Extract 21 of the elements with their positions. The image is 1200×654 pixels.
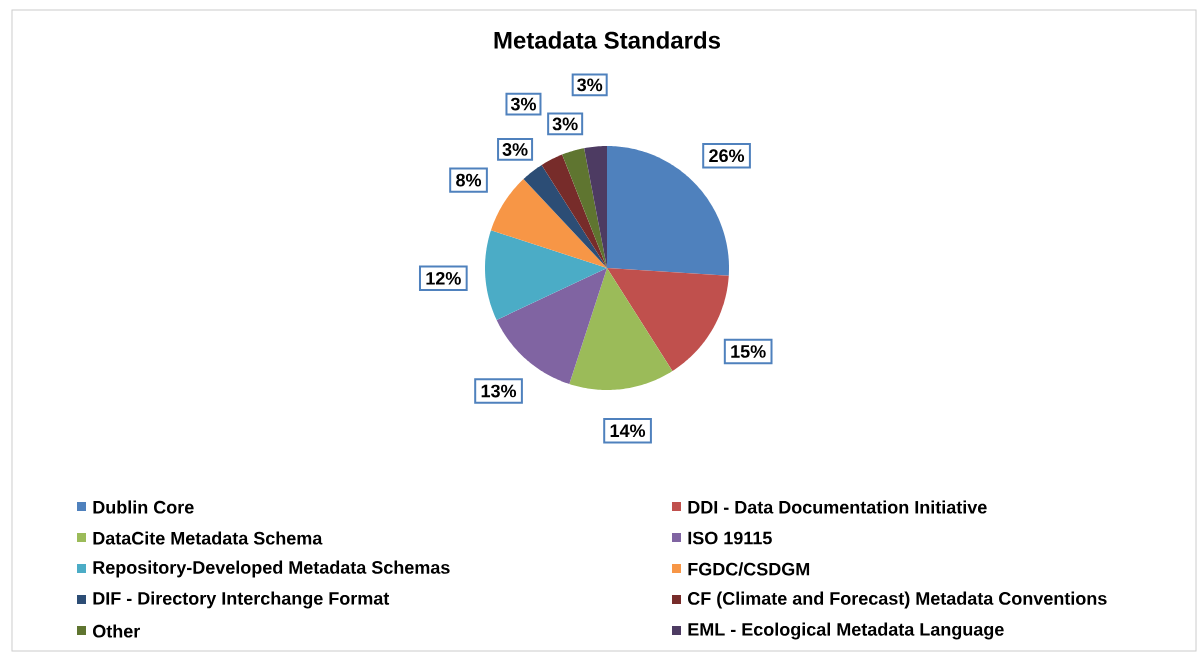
legend-label: EML - Ecological Metadata Language: [688, 622, 1004, 640]
data-label: 15%: [731, 345, 766, 358]
legend-label: DDI - Data Documentation Initiative: [688, 500, 987, 514]
data-label: 12%: [426, 271, 461, 285]
data-label: 14%: [610, 424, 646, 438]
chart-title: Metadata Standards: [494, 31, 721, 49]
legend-label: FGDC/CSDGM: [688, 562, 810, 576]
data-label: 3%: [577, 78, 603, 92]
data-label: 3%: [502, 143, 528, 156]
legend-label: Other: [93, 624, 141, 638]
legend-label: ISO 19115: [688, 531, 772, 545]
data-label: 13%: [481, 384, 517, 398]
legend-label: Repository-Developed Metadata Schemas: [93, 560, 450, 578]
data-label: 3%: [552, 117, 578, 131]
legend-label: DIF - Directory Interchange Format: [93, 591, 390, 609]
legend-label: CF (Climate and Forecast) Metadata Conventions: [688, 591, 1107, 609]
legend-label: DataCite Metadata Schema: [93, 531, 323, 545]
data-label: 8%: [456, 173, 482, 187]
legend-label: Dublin Core: [93, 500, 194, 514]
data-label: 26%: [709, 149, 745, 163]
data-label: 3%: [510, 97, 537, 111]
